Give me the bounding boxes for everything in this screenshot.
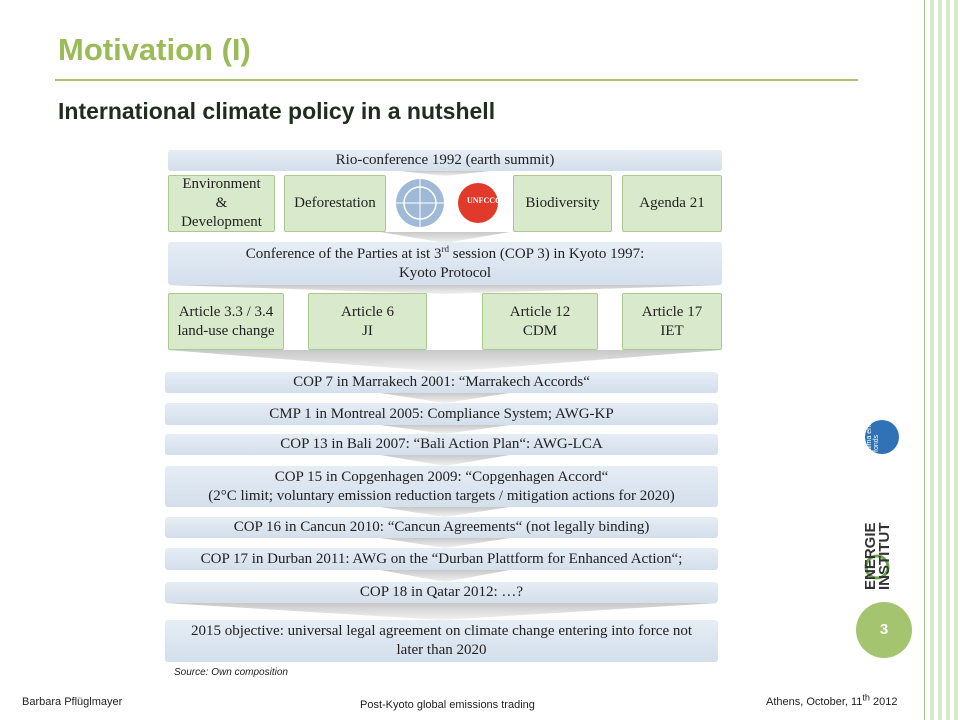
article-box: Article 12 CDM — [482, 293, 598, 350]
box-line: Article 6 — [341, 303, 394, 320]
date-year: 2012 — [869, 696, 898, 708]
footer-topic: Post-Kyoto global emissions trading — [360, 699, 535, 711]
box-line: & — [215, 195, 228, 211]
energie-logo — [864, 554, 890, 580]
subtitle: International climate policy in a nutshe… — [58, 98, 496, 124]
box-line: later than 2020 — [396, 642, 487, 658]
side-stripes — [924, 0, 958, 720]
energie-wordmark: ENERGIE INSTITUT — [862, 500, 893, 591]
milestone-bar: COP 17 in Durban 2011: AWG on the “Durba… — [165, 548, 718, 570]
superscript: rd — [441, 243, 449, 254]
box-line: Article 3.3 / 3.4 — [178, 303, 274, 320]
un-logo — [396, 179, 498, 227]
header-bar: Rio-conference 1992 (earth summit) — [168, 150, 722, 171]
footer-date: Athens, October, 11th 2012 — [766, 693, 898, 708]
milestone-bar: COP 15 in Copgenhagen 2009: “Copgenhagen… — [165, 466, 718, 507]
date-text: Athens, October, 11 — [766, 696, 863, 708]
box-line: Article 17 — [641, 303, 703, 320]
article-box: Article 3.3 / 3.4 land-use change — [168, 293, 284, 350]
page-badge — [856, 602, 912, 658]
box-line: Environment — [182, 176, 261, 192]
objective-bar: 2015 objective: universal legal agreemen… — [165, 620, 718, 662]
box-line: COP 18 in Qatar 2012: …? — [359, 584, 524, 600]
box-line: COP 7 in Marrakech 2001: “Marrakech Acco… — [293, 374, 590, 390]
klima-logo — [865, 420, 899, 454]
box-line: IET — [660, 322, 684, 339]
arrows — [165, 171, 722, 620]
milestone-bar: COP 7 in Marrakech 2001: “Marrakech Acco… — [165, 372, 718, 393]
box-line: (2°C limit; voluntary emission reduction… — [208, 487, 675, 504]
topic-box: Environment & Development — [168, 175, 275, 232]
date-sup: th — [862, 692, 870, 703]
arrow — [380, 455, 510, 466]
arrow — [168, 285, 722, 294]
topic-box: Biodiversity — [513, 175, 612, 232]
institut-text: INSTITUT — [876, 522, 893, 591]
arrow — [380, 507, 510, 517]
box-line: 2015 objective: universal legal agreemen… — [190, 623, 693, 639]
text: session (COP 3) in Kyoto 1997: — [448, 245, 645, 262]
logo-text: UNFCCC — [467, 196, 501, 205]
arrow — [380, 570, 510, 582]
page-number: 3 — [879, 621, 889, 638]
milestone-bar: COP 18 in Qatar 2012: …? — [165, 582, 718, 603]
box-line: Kyoto Protocol — [398, 264, 492, 281]
article-box: Article 17 IET — [622, 293, 722, 350]
box-line: COP 13 in Bali 2007: “Bali Action Plan“:… — [280, 436, 603, 452]
milestone-bar: COP 16 in Cancun 2010: “Cancun Agreement… — [165, 517, 718, 538]
arrow — [165, 603, 718, 620]
arrow — [380, 538, 510, 548]
box-line: JI — [362, 322, 373, 339]
cop3-bar: Conference of the Parties at ist 3rd ses… — [168, 242, 722, 285]
topic-box: Agenda 21 — [622, 175, 722, 232]
arrow — [168, 350, 722, 372]
arrow — [380, 425, 510, 434]
arrow — [400, 171, 490, 176]
box-line: Development — [181, 214, 262, 230]
arrow — [380, 232, 510, 243]
text: Conference of the Parties at ist 3 — [245, 245, 442, 262]
milestone-bar: CMP 1 in Montreal 2005: Compliance Syste… — [165, 403, 718, 425]
source: Source: Own composition — [174, 667, 288, 678]
article-box: Article 6 JI — [308, 293, 427, 350]
box-line: CDM — [522, 322, 558, 339]
box-line: Article 12 — [509, 303, 571, 320]
milestone-bar: COP 13 in Bali 2007: “Bali Action Plan“:… — [165, 434, 718, 455]
klima-text: klima energie fonds — [866, 410, 880, 452]
box-line: Conference of the Parties at ist 3rd ses… — [245, 243, 645, 264]
box-line: land-use change — [177, 322, 275, 339]
box-line: Deforestation — [294, 195, 376, 211]
box-line: Rio-conference 1992 (earth summit) — [335, 152, 555, 168]
footer-author: Barbara Pflüglmayer — [22, 696, 123, 708]
box-line: Agenda 21 — [639, 195, 705, 211]
arrow — [380, 393, 510, 403]
title: Motivation (I) — [58, 32, 251, 67]
box-line: COP 16 in Cancun 2010: “Cancun Agreement… — [233, 519, 650, 535]
box-line: COP 17 in Durban 2011: AWG on the “Durba… — [200, 550, 683, 567]
topic-box: Deforestation — [284, 175, 386, 232]
box-line: CMP 1 in Montreal 2005: Compliance Syste… — [269, 405, 614, 422]
box-line: COP 15 in Copgenhagen 2009: “Copgenhagen… — [274, 468, 609, 485]
box-line: Biodiversity — [525, 195, 600, 211]
